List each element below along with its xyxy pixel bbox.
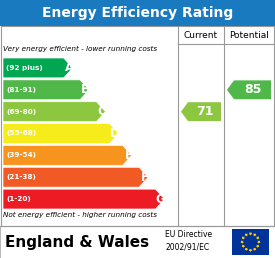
Polygon shape (3, 189, 164, 209)
Polygon shape (240, 240, 244, 244)
Text: Energy Efficiency Rating: Energy Efficiency Rating (42, 6, 233, 20)
Text: B: B (81, 83, 90, 96)
Polygon shape (3, 102, 106, 122)
Polygon shape (3, 167, 148, 187)
Text: Current: Current (184, 30, 218, 39)
Polygon shape (227, 80, 271, 99)
Text: (81-91): (81-91) (6, 87, 36, 93)
Text: G: G (156, 192, 166, 206)
Polygon shape (253, 233, 256, 237)
Polygon shape (249, 232, 252, 236)
Text: (69-80): (69-80) (6, 109, 36, 115)
Polygon shape (256, 245, 259, 248)
Text: England & Wales: England & Wales (5, 235, 149, 249)
Text: C: C (98, 105, 106, 118)
Bar (232, 229, 269, 255)
Polygon shape (241, 245, 245, 248)
Polygon shape (256, 236, 259, 240)
Polygon shape (3, 58, 73, 78)
Text: (92 plus): (92 plus) (6, 65, 43, 71)
Polygon shape (3, 124, 119, 143)
Text: (1-20): (1-20) (6, 196, 31, 202)
Polygon shape (257, 240, 260, 244)
Text: A: A (65, 61, 74, 74)
Polygon shape (253, 248, 256, 251)
Text: D: D (110, 127, 120, 140)
Text: 85: 85 (244, 83, 261, 96)
Text: E: E (125, 149, 133, 162)
Text: (55-68): (55-68) (6, 131, 36, 136)
Polygon shape (245, 233, 248, 237)
Text: (21-38): (21-38) (6, 174, 36, 180)
Text: (39-54): (39-54) (6, 152, 36, 158)
Text: 71: 71 (196, 105, 213, 118)
Bar (1, 26, 274, 226)
Text: EU Directive
2002/91/EC: EU Directive 2002/91/EC (165, 230, 212, 252)
Polygon shape (241, 236, 245, 240)
Text: Not energy efficient - higher running costs: Not energy efficient - higher running co… (3, 212, 157, 218)
Text: Very energy efficient - lower running costs: Very energy efficient - lower running co… (3, 46, 157, 52)
Bar (0, 0, 275, 26)
Polygon shape (3, 80, 89, 100)
Text: F: F (141, 171, 149, 184)
Polygon shape (245, 248, 248, 251)
Polygon shape (249, 249, 252, 252)
Polygon shape (181, 102, 221, 121)
Text: Potential: Potential (229, 30, 269, 39)
Polygon shape (3, 146, 132, 165)
